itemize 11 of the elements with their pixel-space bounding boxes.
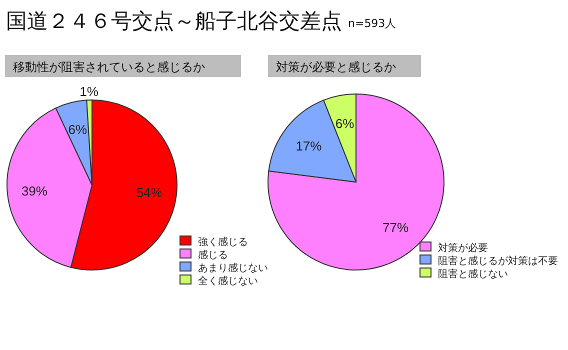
chart-title: 国道２４６号交点～船子北谷交差点 — [6, 9, 342, 33]
legend-label: 阻害と感じるが対策は不要 — [438, 255, 558, 267]
legend-label: 強く感じる — [198, 236, 248, 248]
chart-subtitle: 移動性が阻害されていると感じるか — [13, 60, 205, 74]
text: n=593人 — [348, 17, 396, 30]
legend-label: 阻害と感じない — [438, 268, 508, 280]
legend-label: 対策が必要 — [438, 242, 488, 254]
legend-label: あまり感じない — [198, 262, 268, 274]
chart-title: 対策が必要と感じるか — [276, 60, 396, 74]
legend-label: 全く感じない — [198, 275, 258, 287]
legend-label: 感じる — [198, 249, 228, 261]
